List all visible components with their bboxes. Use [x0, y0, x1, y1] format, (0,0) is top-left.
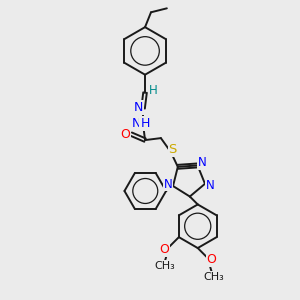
Text: CH₃: CH₃	[203, 272, 224, 282]
Text: N: N	[198, 156, 207, 169]
Text: S: S	[169, 142, 177, 155]
Text: N: N	[134, 101, 143, 114]
Text: H: H	[140, 117, 150, 130]
Text: O: O	[159, 242, 169, 256]
Text: N: N	[131, 117, 141, 130]
Text: N: N	[164, 178, 172, 190]
Text: H: H	[148, 84, 157, 97]
Text: O: O	[120, 128, 130, 141]
Text: O: O	[207, 254, 217, 266]
Text: N: N	[206, 179, 214, 192]
Text: CH₃: CH₃	[154, 261, 176, 271]
